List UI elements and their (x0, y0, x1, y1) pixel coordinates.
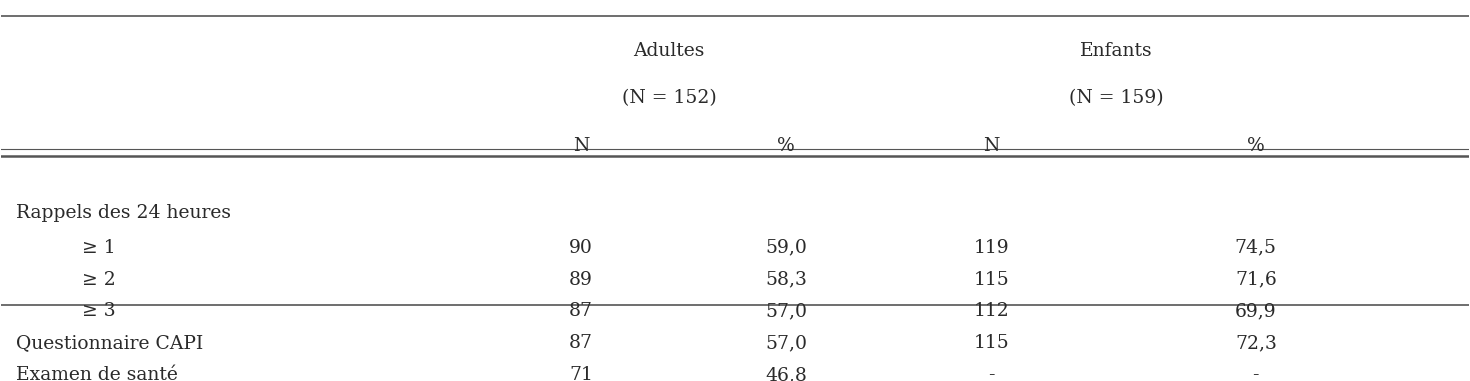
Text: Examen de santé: Examen de santé (16, 366, 178, 381)
Text: 90: 90 (569, 239, 592, 257)
Text: ≥ 1: ≥ 1 (82, 239, 116, 257)
Text: Questionnaire CAPI: Questionnaire CAPI (16, 334, 203, 352)
Text: 57,0: 57,0 (766, 303, 807, 320)
Text: 87: 87 (569, 334, 592, 352)
Text: N: N (983, 137, 1000, 155)
Text: 71: 71 (569, 366, 592, 381)
Text: -: - (1252, 366, 1260, 381)
Text: 119: 119 (975, 239, 1010, 257)
Text: 46,8: 46,8 (766, 366, 807, 381)
Text: 69,9: 69,9 (1235, 303, 1276, 320)
Text: 57,0: 57,0 (766, 334, 807, 352)
Text: (N = 159): (N = 159) (1069, 89, 1164, 107)
Text: 112: 112 (975, 303, 1010, 320)
Text: -: - (988, 366, 995, 381)
Text: 71,6: 71,6 (1235, 271, 1277, 288)
Text: 115: 115 (975, 334, 1010, 352)
Text: Adultes: Adultes (634, 42, 704, 60)
Text: N: N (573, 137, 589, 155)
Text: 89: 89 (569, 271, 592, 288)
Text: (N = 152): (N = 152) (622, 89, 716, 107)
Text: 72,3: 72,3 (1235, 334, 1277, 352)
Text: %: % (778, 137, 795, 155)
Text: 58,3: 58,3 (766, 271, 807, 288)
Text: ≥ 3: ≥ 3 (82, 303, 116, 320)
Text: 87: 87 (569, 303, 592, 320)
Text: %: % (1247, 137, 1264, 155)
Text: ≥ 2: ≥ 2 (82, 271, 116, 288)
Text: Enfants: Enfants (1080, 42, 1152, 60)
Text: 74,5: 74,5 (1235, 239, 1277, 257)
Text: 115: 115 (975, 271, 1010, 288)
Text: Rappels des 24 heures: Rappels des 24 heures (16, 204, 231, 222)
Text: 59,0: 59,0 (766, 239, 807, 257)
